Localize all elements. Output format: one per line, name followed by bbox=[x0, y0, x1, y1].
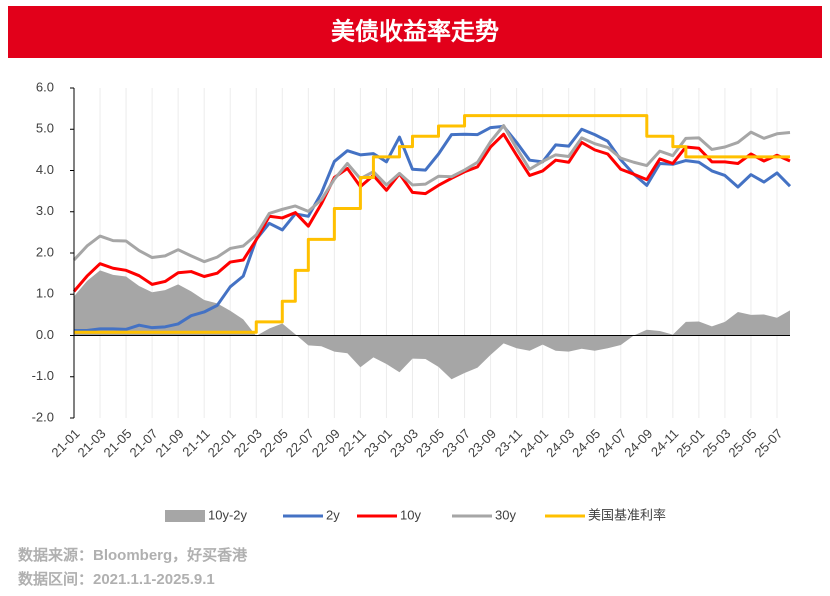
y-tick-label: 5.0 bbox=[36, 121, 54, 136]
x-tick-label: 22-07 bbox=[283, 426, 317, 460]
x-tick-label: 24-07 bbox=[595, 426, 629, 460]
x-tick-label: 25-01 bbox=[673, 426, 707, 460]
x-tick-label: 24-03 bbox=[543, 426, 577, 460]
range-note: 数据区间：2021.1.1-2025.9.1 bbox=[18, 570, 215, 588]
line bbox=[74, 114, 790, 334]
x-tick-label: 23-09 bbox=[465, 426, 499, 460]
legend-label: 美国基准利率 bbox=[588, 507, 666, 522]
x-tick-label: 23-11 bbox=[492, 426, 525, 459]
x-tick-label: 24-09 bbox=[621, 426, 655, 460]
x-tick-label: 21-03 bbox=[74, 426, 108, 460]
line bbox=[72, 124, 791, 264]
legend-swatch bbox=[165, 510, 205, 522]
chart-title: 美债收益率走势 bbox=[331, 17, 499, 45]
y-tick-label: 2.0 bbox=[36, 244, 54, 259]
x-tick-label: 22-03 bbox=[231, 426, 265, 460]
x-tick-label: 25-05 bbox=[725, 426, 759, 460]
x-tick-label: 21-05 bbox=[101, 426, 135, 460]
title-banner bbox=[8, 6, 822, 58]
y-tick-label: 1.0 bbox=[36, 286, 54, 301]
x-tick-label: 23-03 bbox=[387, 426, 421, 460]
x-tick-label: 24-01 bbox=[517, 426, 551, 460]
line bbox=[72, 132, 791, 293]
x-tick-label: 24-05 bbox=[569, 426, 603, 460]
x-tick-label: 22-09 bbox=[309, 426, 343, 460]
x-tick-label: 22-01 bbox=[205, 426, 239, 460]
x-tick-label: 21-07 bbox=[127, 426, 161, 460]
x-tick-label: 22-11 bbox=[336, 426, 369, 459]
y-tick-label: -1.0 bbox=[32, 368, 54, 383]
x-tick-label: 21-01 bbox=[48, 426, 82, 460]
y-tick-label: -2.0 bbox=[32, 409, 54, 424]
x-tick-label: 23-05 bbox=[413, 426, 447, 460]
y-tick-label: 4.0 bbox=[36, 162, 54, 177]
x-tick-label: 23-01 bbox=[361, 426, 395, 460]
source-note: 数据来源：Bloomberg，好买香港 bbox=[18, 546, 248, 564]
x-tick-label: 25-07 bbox=[751, 426, 785, 460]
legend-label: 30y bbox=[495, 507, 516, 522]
x-tick-label: 25-03 bbox=[699, 426, 733, 460]
y-tick-label: 0.0 bbox=[36, 327, 54, 342]
x-tick-label: 24-11 bbox=[648, 426, 681, 459]
x-tick-label: 21-11 bbox=[179, 426, 212, 459]
x-tick-label: 23-07 bbox=[439, 426, 473, 460]
legend-label: 2y bbox=[326, 507, 340, 522]
y-tick-label: 3.0 bbox=[36, 203, 54, 218]
x-tick-label: 22-05 bbox=[257, 426, 291, 460]
legend-label: 10y bbox=[400, 507, 421, 522]
legend-label: 10y-2y bbox=[208, 507, 248, 522]
x-tick-label: 21-09 bbox=[153, 426, 187, 460]
area bbox=[74, 270, 790, 380]
y-tick-label: 6.0 bbox=[36, 79, 54, 94]
